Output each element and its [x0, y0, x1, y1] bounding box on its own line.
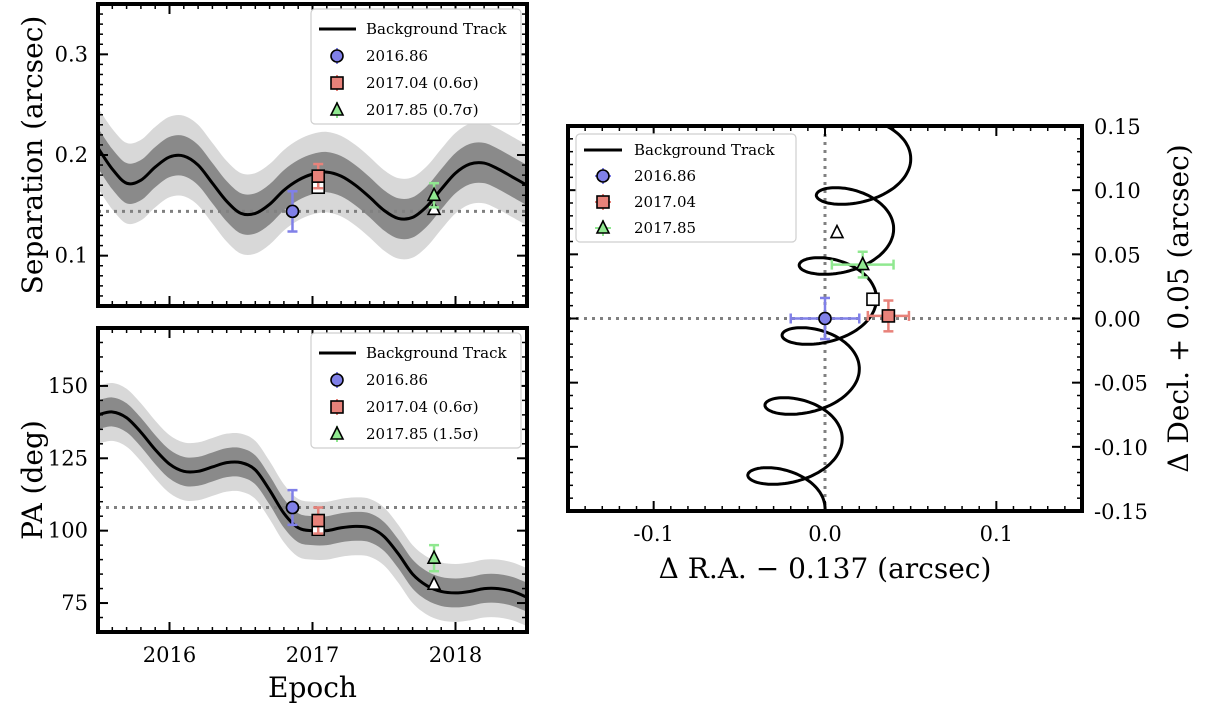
legend-entry-2017a: 2017.04 (0.6σ): [366, 74, 479, 92]
ra-x-axis-label: Δ R.A. − 0.137 (arcsec): [659, 552, 992, 585]
y-tick-label: -0.10: [1094, 436, 1148, 460]
x-tick-label: 0.0: [808, 522, 841, 546]
band-2sigma: [98, 382, 527, 627]
legend-marker: [596, 195, 610, 209]
y-tick-label: 0.00: [1094, 308, 1141, 332]
data-point: [311, 513, 326, 528]
legend-entry-track: Background Track: [366, 344, 507, 362]
legend-marker: [595, 219, 611, 234]
pa-legend: Background Track 2016.86 2017.04 (0.6σ) …: [310, 332, 522, 449]
clipped-content: [98, 382, 527, 627]
legend-marker: [329, 101, 345, 116]
track-marker: [866, 292, 880, 307]
legend-entry-2017b: 2017.85: [634, 219, 696, 237]
y-tick-label: 0.3: [55, 42, 88, 66]
y-tick-label: 0.05: [1094, 243, 1141, 267]
x-tick-label: 2017: [286, 643, 339, 667]
legend-entry-2016: 2016.86: [634, 167, 696, 185]
legend-marker: [596, 169, 610, 183]
data-point: [818, 311, 832, 326]
x-tick-label: 2018: [429, 643, 482, 667]
position-angle-panel: 75 100 125 150 2016 2017 2018 Background Track…: [16, 326, 529, 704]
data-point: [285, 204, 300, 219]
legend-entry-track: Background Track: [366, 20, 507, 38]
legend-entry-2016: 2016.86: [366, 371, 428, 389]
data-point: [855, 255, 870, 271]
legend-entry-2016: 2016.86: [366, 47, 428, 65]
track-marker: [426, 575, 442, 591]
legend-entry-2017a: 2017.04: [634, 193, 696, 211]
y-tick-label: -0.15: [1094, 500, 1148, 524]
legend-marker: [330, 373, 344, 387]
clipped-content: [568, 126, 1082, 511]
legend-entry-2017b: 2017.85 (0.7σ): [366, 101, 479, 119]
y-tick-label: 125: [48, 446, 88, 470]
legend-box: [310, 332, 522, 449]
y-tick-label: -0.05: [1094, 372, 1148, 396]
y-tick-label: 0.10: [1094, 179, 1141, 203]
pa-y-axis-label: PA (deg): [16, 420, 49, 540]
y-tick-label: 100: [48, 519, 88, 543]
separation-panel: 0.1 0.2 0.3 Background Track 2016.86 2017.…: [16, 2, 529, 308]
x-tick-label: 2016: [143, 643, 196, 667]
dec-y-axis-label: Δ Decl. + 0.05 (arcsec): [1162, 144, 1195, 472]
band-1sigma: [98, 397, 527, 612]
data-point: [881, 309, 896, 323]
legend-entry-2017b: 2017.85 (1.5σ): [366, 425, 479, 443]
y-tick-label: 0.15: [1094, 115, 1141, 139]
x-tick-label: -0.1: [633, 522, 674, 546]
separation-plot-area: 0.1 0.2 0.3: [55, 2, 529, 308]
y-tick-label: 0.2: [55, 143, 88, 167]
y-tick-label: 150: [48, 374, 88, 398]
y-tick-label: 0.1: [55, 244, 88, 268]
legend-marker: [330, 76, 344, 90]
legend-marker: [330, 400, 344, 414]
sky-offset-panel: -0.1 0.0 0.1 -0.15 -0.10 -0.05 0.00 0.05 0.10 0.1…: [566, 115, 1195, 585]
clipped-content: [98, 107, 527, 260]
data-point: [311, 169, 326, 183]
legend-box: [575, 133, 797, 243]
background-track-line: [746, 126, 913, 511]
legend-entry-2017a: 2017.04 (0.6σ): [366, 398, 479, 416]
legend-marker: [329, 425, 345, 440]
epoch-x-axis-label: Epoch: [268, 671, 357, 704]
legend-entry-track: Background Track: [634, 141, 775, 159]
y-tick-label: 75: [61, 591, 88, 615]
legend-marker: [330, 49, 344, 63]
data-point: [426, 186, 442, 202]
x-tick-label: 0.1: [980, 522, 1013, 546]
sky-legend: Background Track 2016.86 2017.04 2017.85: [575, 133, 797, 243]
separation-y-axis-label: Separation (arcsec): [16, 16, 49, 295]
pa-plot-area: 75 100 125 150 2016 2017 2018: [48, 326, 529, 667]
sky-plot-area: -0.1 0.0 0.1 -0.15 -0.10 -0.05 0.00 0.05 0.10 0.1…: [566, 115, 1148, 546]
legend-box: [310, 8, 522, 125]
separation-legend: Background Track 2016.86 2017.04 (0.6σ) …: [310, 8, 522, 125]
data-point: [285, 500, 300, 515]
data-point: [426, 549, 442, 564]
track-marker: [829, 223, 845, 239]
